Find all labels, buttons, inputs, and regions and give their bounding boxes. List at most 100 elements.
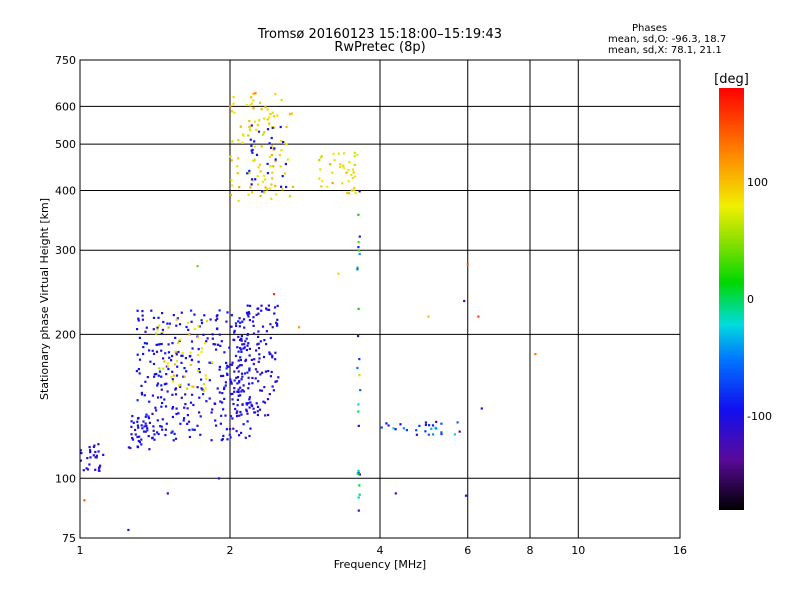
- data-point: [264, 106, 267, 109]
- data-point: [220, 340, 223, 343]
- data-point: [160, 375, 163, 378]
- data-point: [143, 394, 146, 397]
- data-point: [176, 317, 179, 320]
- data-point: [273, 312, 276, 315]
- data-point: [183, 375, 186, 378]
- data-point: [261, 371, 264, 374]
- data-point: [243, 372, 247, 375]
- data-point: [142, 352, 145, 356]
- data-point: [130, 433, 133, 436]
- data-point: [161, 330, 164, 333]
- data-point: [250, 124, 253, 127]
- data-point: [145, 413, 148, 416]
- data-point: [85, 467, 88, 470]
- data-point: [259, 170, 262, 173]
- data-point: [165, 422, 168, 425]
- data-point: [249, 401, 252, 404]
- data-point: [257, 330, 260, 333]
- data-point: [236, 346, 239, 349]
- data-point: [394, 492, 397, 495]
- data-point: [241, 403, 244, 406]
- data-point: [262, 400, 265, 403]
- data-point: [318, 177, 321, 180]
- data-point: [239, 347, 242, 350]
- data-point: [238, 380, 241, 383]
- data-point: [208, 361, 211, 364]
- data-point: [239, 410, 242, 414]
- data-point: [183, 417, 186, 420]
- data-point: [187, 328, 190, 331]
- data-point: [266, 108, 269, 111]
- data-point: [440, 433, 443, 436]
- data-point: [245, 403, 248, 406]
- data-point: [264, 414, 267, 417]
- data-point: [134, 428, 137, 432]
- data-point: [142, 346, 145, 349]
- data-point: [164, 405, 168, 408]
- y-tick-label: 400: [55, 184, 76, 197]
- data-point: [246, 371, 249, 374]
- data-point: [140, 443, 143, 446]
- data-point: [138, 358, 142, 361]
- data-point: [138, 435, 141, 438]
- data-point: [92, 445, 95, 448]
- data-point: [166, 362, 169, 365]
- data-point: [174, 350, 177, 353]
- data-point: [222, 408, 225, 411]
- data-point: [229, 194, 233, 197]
- data-point: [347, 180, 350, 183]
- data-point: [246, 333, 249, 336]
- data-point: [252, 362, 255, 366]
- data-point: [142, 420, 145, 423]
- data-point: [190, 309, 193, 312]
- data-point: [256, 343, 259, 346]
- data-point: [254, 178, 257, 181]
- colorbar-ticks: 100 0 -100: [747, 176, 772, 423]
- data-point: [247, 402, 250, 405]
- data-point: [275, 321, 278, 324]
- data-point: [280, 139, 283, 143]
- data-point: [250, 178, 254, 181]
- data-point: [249, 138, 252, 141]
- data-point: [284, 162, 287, 166]
- data-point: [405, 429, 408, 432]
- data-point: [160, 405, 163, 408]
- data-point: [246, 304, 249, 307]
- data-point: [154, 406, 157, 409]
- phase-stats-o: mean, sd,O: -96.3, 18.7: [608, 34, 727, 45]
- data-point: [173, 363, 176, 366]
- data-point: [214, 419, 217, 422]
- data-point: [144, 430, 147, 433]
- data-point: [160, 332, 163, 335]
- data-point: [162, 367, 165, 370]
- data-point: [234, 407, 237, 411]
- data-point: [320, 185, 323, 188]
- data-point: [193, 428, 196, 431]
- data-point: [198, 411, 201, 414]
- data-point: [249, 304, 252, 307]
- data-point: [218, 333, 221, 336]
- data-point: [175, 374, 179, 377]
- data-point: [273, 126, 276, 129]
- data-point: [203, 314, 206, 317]
- colorbar-tick-label: 100: [747, 176, 768, 189]
- data-point: [285, 143, 288, 146]
- data-point: [200, 387, 203, 390]
- data-point: [345, 171, 348, 174]
- data-point: [243, 326, 246, 329]
- data-point: [281, 188, 284, 191]
- data-point: [252, 159, 255, 162]
- data-point: [272, 293, 276, 296]
- data-point: [276, 304, 279, 307]
- data-point: [358, 473, 361, 476]
- data-point: [193, 327, 196, 331]
- data-point: [415, 429, 418, 432]
- data-point: [158, 324, 161, 327]
- data-point: [357, 403, 360, 406]
- data-point: [253, 159, 256, 162]
- data-point: [266, 172, 269, 175]
- data-point: [280, 98, 283, 102]
- data-point: [174, 437, 178, 440]
- data-point: [89, 456, 92, 459]
